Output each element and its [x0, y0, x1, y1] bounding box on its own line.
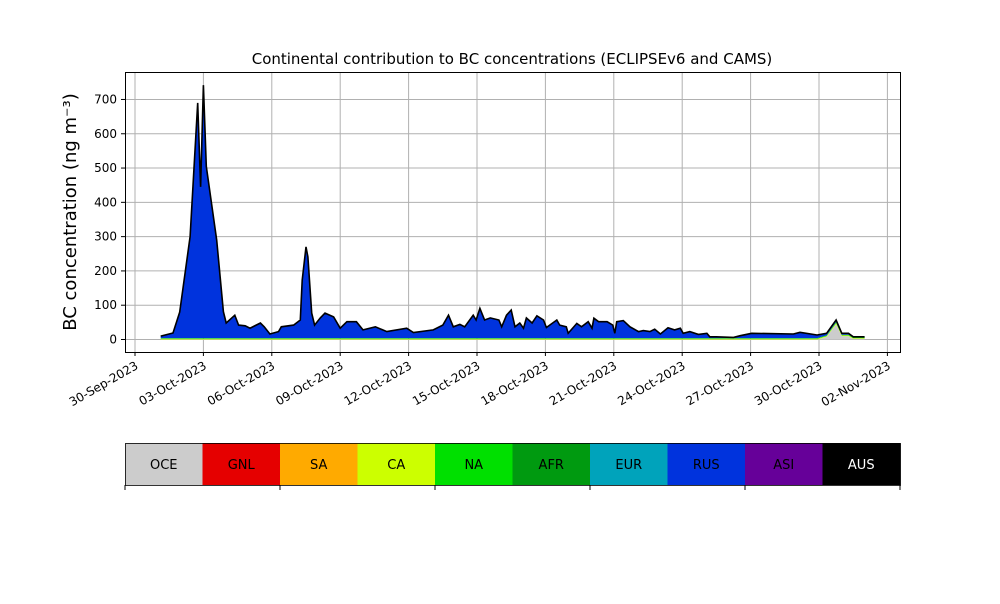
y-tick-label: 700 — [94, 92, 117, 106]
legend-swatch-eur — [590, 443, 668, 485]
legend-swatch-oce — [125, 443, 203, 485]
legend-label: AFR — [539, 458, 564, 473]
x-axis: 30-Sep-202303-Oct-202306-Oct-202309-Oct-… — [67, 352, 893, 409]
y-tick-label: 600 — [94, 127, 117, 141]
total-outline — [160, 85, 865, 339]
legend-swatch-aus — [822, 443, 901, 485]
x-tick-label: 18-Oct-2023 — [478, 358, 550, 408]
chart-title: Continental contribution to BC concentra… — [252, 50, 773, 68]
legend-frame — [125, 443, 901, 486]
y-tick-label: 500 — [94, 161, 117, 175]
x-tick-label: 30-Oct-2023 — [752, 358, 824, 408]
x-tick-label: 02-Nov-2023 — [819, 358, 893, 409]
x-tick-label: 30-Sep-2023 — [67, 358, 141, 409]
x-tick-label: 15-Oct-2023 — [410, 358, 482, 408]
legend-label: EUR — [615, 458, 642, 473]
x-tick-label: 21-Oct-2023 — [547, 358, 619, 408]
legend-swatch-gnl — [202, 443, 281, 485]
y-axis: 0 100 200 300 400 500 600 700 — [94, 92, 125, 347]
y-tick-label: 0 — [109, 333, 117, 347]
y-tick-label: 400 — [94, 195, 117, 209]
x-tick-label: 12-Oct-2023 — [342, 358, 414, 408]
x-tick-label: 24-Oct-2023 — [615, 358, 687, 408]
legend-label: SA — [310, 458, 327, 473]
area-rus — [160, 85, 865, 339]
y-axis-label: BC concentration (ng m⁻³) — [60, 93, 81, 331]
legend-label: RUS — [693, 458, 720, 473]
legend-swatch-ca — [357, 443, 436, 485]
legend-swatch-sa — [280, 443, 358, 485]
stacked-areas — [160, 85, 865, 340]
x-tick-label: 06-Oct-2023 — [205, 358, 277, 408]
legend-colorbar: OCE GNL SA CA NA AFR EUR RUS ASI AUS — [124, 443, 901, 490]
x-tick-label: 03-Oct-2023 — [136, 358, 208, 408]
legend-label: GNL — [228, 458, 256, 473]
legend-swatch-afr — [512, 443, 591, 485]
legend-label: OCE — [150, 458, 178, 473]
legend-label: NA — [464, 458, 483, 473]
x-tick-label: 09-Oct-2023 — [273, 358, 345, 408]
legend-swatch-asi — [745, 443, 823, 485]
legend-swatch-rus — [667, 443, 746, 485]
legend-label: CA — [387, 458, 405, 473]
y-tick-label: 200 — [94, 264, 117, 278]
x-tick-label: 27-Oct-2023 — [684, 358, 756, 408]
y-tick-label: 100 — [94, 298, 117, 312]
y-tick-label: 300 — [94, 230, 117, 244]
legend-label: ASI — [773, 458, 794, 473]
legend-label: AUS — [848, 458, 875, 473]
grid — [125, 72, 900, 352]
plot-frame — [125, 72, 901, 353]
legend-swatch-na — [435, 443, 513, 485]
